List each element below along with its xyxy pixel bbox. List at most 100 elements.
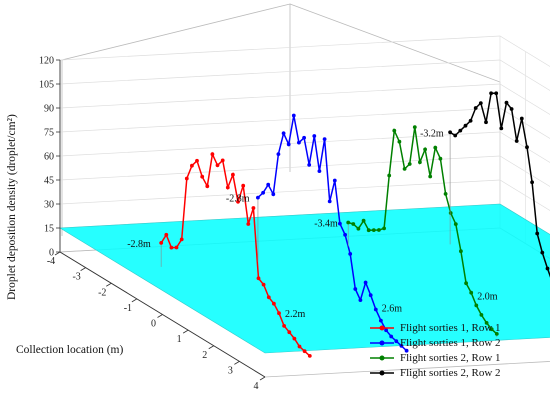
data-point — [215, 163, 220, 168]
data-point — [448, 130, 452, 135]
data-point — [338, 221, 342, 226]
data-point — [484, 321, 489, 325]
data-point — [261, 190, 265, 195]
annotation-label: -3.4m — [314, 219, 338, 230]
x-tick-mark — [54, 251, 61, 256]
data-point — [499, 126, 504, 131]
data-point — [220, 158, 225, 163]
data-point — [535, 231, 540, 236]
x-tick-mark — [259, 376, 266, 381]
data-point — [387, 173, 392, 178]
annotation-label: -2.8m — [226, 194, 250, 205]
data-point — [351, 222, 356, 226]
data-point — [469, 290, 474, 295]
legend-item: Flight sorties 2, Row 1 — [370, 350, 548, 365]
x-tick-mark — [208, 345, 214, 350]
data-point — [525, 145, 529, 150]
data-point — [509, 107, 514, 111]
data-point — [179, 237, 184, 242]
legend-item: Flight sorties 1, Row 2 — [370, 335, 548, 350]
legend-item: Flight sorties 2, Row 2 — [370, 365, 548, 380]
annotation-label: -3.2m — [420, 128, 444, 139]
x-tick-mark — [157, 314, 163, 318]
data-point — [317, 169, 322, 174]
data-point — [236, 199, 240, 204]
x-tick-label: -3 — [72, 272, 80, 283]
x-tick-mark — [182, 329, 189, 334]
y-axis-label: Droplet deposition density (droplet/cm²) — [6, 114, 18, 300]
data-point — [358, 298, 363, 302]
data-point — [484, 120, 488, 125]
data-point — [389, 334, 394, 339]
data-point — [348, 252, 353, 256]
back-wall-left — [61, 3, 291, 236]
legend-swatch — [370, 355, 394, 360]
data-point — [322, 137, 327, 142]
data-point — [266, 295, 271, 300]
data-point — [251, 206, 256, 210]
data-point — [423, 147, 427, 152]
annotation-label: -2.8m — [127, 239, 151, 250]
x-tick-label: 2 — [202, 350, 207, 361]
data-point — [327, 199, 332, 204]
data-point — [276, 152, 281, 157]
data-point — [540, 250, 545, 255]
data-point — [184, 176, 189, 181]
data-point — [474, 303, 479, 308]
z-tick-label: 0 — [49, 248, 54, 259]
data-point — [384, 328, 388, 333]
x-axis-ticks: -4 -3 -2 -1 0 1 2 3 4 — [47, 251, 266, 392]
legend-item: Flight sorties 1, Row 1 — [370, 320, 548, 335]
data-point — [433, 145, 438, 150]
z-tick-label: 60 — [44, 152, 54, 163]
z-tick-label: 90 — [44, 104, 54, 115]
data-point — [292, 336, 297, 341]
data-point — [210, 152, 215, 157]
data-point — [343, 232, 347, 237]
data-point — [225, 185, 230, 190]
data-point — [361, 218, 366, 223]
legend-swatch — [370, 370, 394, 375]
data-point — [468, 118, 473, 123]
data-point — [394, 339, 399, 344]
x-tick-mark — [234, 361, 240, 365]
data-point — [473, 106, 478, 110]
data-point — [164, 232, 169, 237]
data-point — [277, 311, 281, 316]
x-tick-label: 0 — [151, 319, 156, 330]
data-point — [190, 163, 194, 168]
data-point — [272, 301, 276, 306]
data-point — [494, 91, 499, 96]
data-point — [407, 162, 412, 166]
data-point — [402, 167, 407, 171]
legend-swatch — [370, 340, 394, 345]
data-point — [169, 245, 174, 250]
data-point — [514, 139, 519, 143]
data-point — [397, 139, 402, 144]
data-point — [363, 280, 368, 285]
legend-label: Flight sorties 1, Row 2 — [400, 336, 501, 349]
data-point — [297, 140, 301, 145]
x-axis-label: Collection location (m) — [16, 344, 123, 356]
z-tick-label: 15 — [44, 224, 54, 235]
x-tick-mark — [80, 267, 86, 271]
annotation-layer: -2.8m-2.8m-3.4m-3.2m2.2m2.6m2.0m2.0m — [127, 128, 498, 319]
z-tick-label: 105 — [39, 80, 54, 91]
data-point — [261, 282, 266, 287]
data-point — [271, 192, 276, 197]
x-tick-mark — [106, 282, 112, 287]
data-point — [382, 226, 386, 231]
data-point — [371, 228, 376, 233]
legend-label: Flight sorties 1, Row 1 — [400, 321, 501, 334]
data-point — [266, 182, 271, 187]
data-point — [368, 293, 373, 298]
series-layer — [159, 91, 550, 358]
data-point — [312, 134, 317, 138]
data-point — [356, 226, 361, 231]
data-point — [448, 211, 453, 215]
grid-line — [59, 59, 550, 91]
data-point — [353, 287, 358, 291]
data-point — [231, 172, 235, 177]
data-point — [205, 184, 210, 189]
data-point — [281, 131, 286, 136]
